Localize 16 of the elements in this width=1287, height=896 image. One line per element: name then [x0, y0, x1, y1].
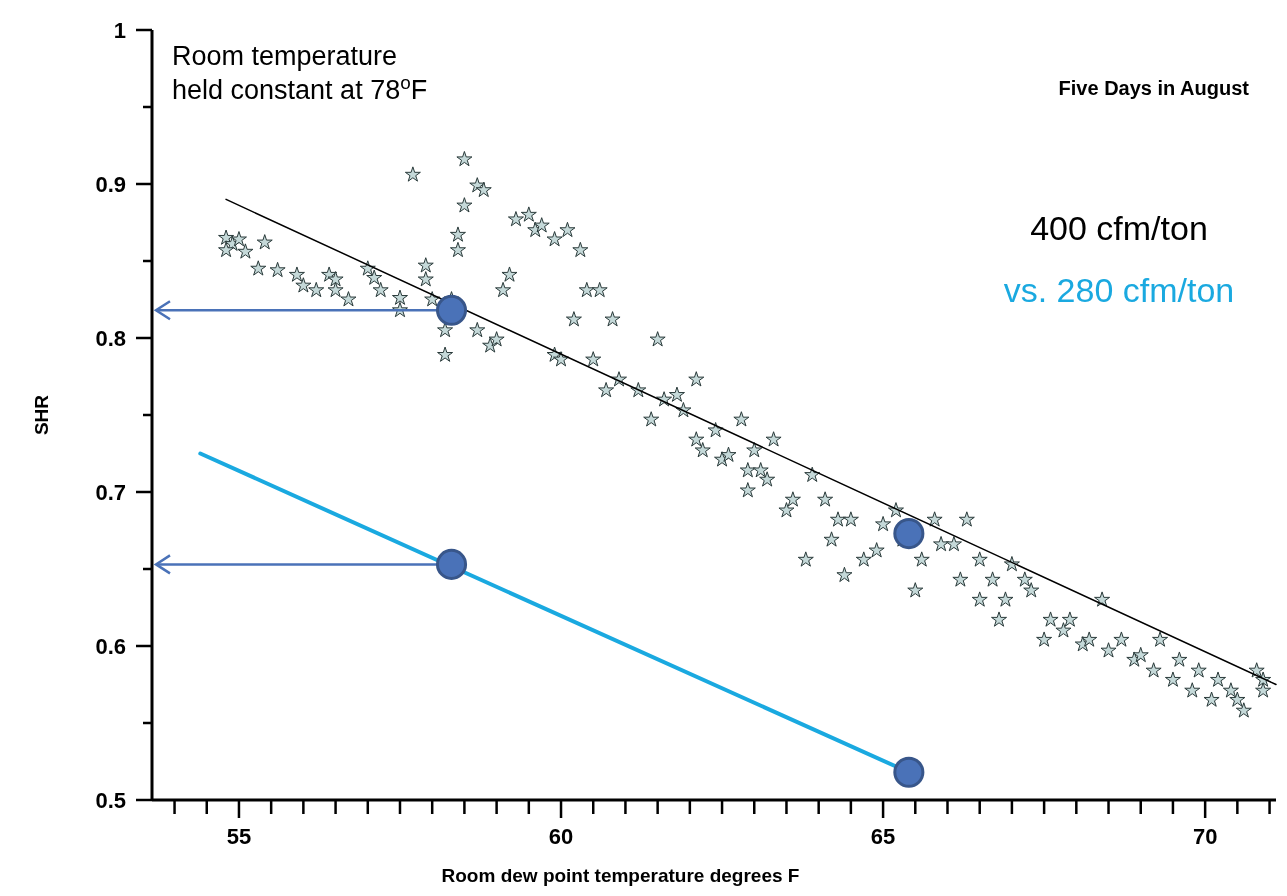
x-tick-label: 65	[870, 824, 896, 849]
y-axis-title: SHR	[31, 394, 52, 436]
annotation: Room temperature held constant at 78$^{o}$F	[172, 41, 428, 105]
y-tick-label: 0.6	[95, 633, 126, 659]
text: Five Days in August	[1058, 77, 1250, 99]
y-tick-label: 0.9	[95, 171, 126, 197]
x-tick-label: 70	[1192, 824, 1218, 849]
y-tick-label: 0.8	[95, 325, 126, 351]
text: 400 cfm/ton	[1030, 209, 1208, 247]
text: vs. 280 cfm/ton	[1003, 271, 1235, 309]
y-tick-label: 0.5	[95, 787, 126, 813]
x-tick-label: 60	[548, 824, 574, 849]
y-tick-label: 1	[113, 17, 126, 43]
x-axis-title: Room dew point temperature degrees F	[441, 865, 800, 886]
y-tick-label: 0.7	[95, 479, 126, 505]
x-tick-label: 55	[226, 824, 252, 849]
